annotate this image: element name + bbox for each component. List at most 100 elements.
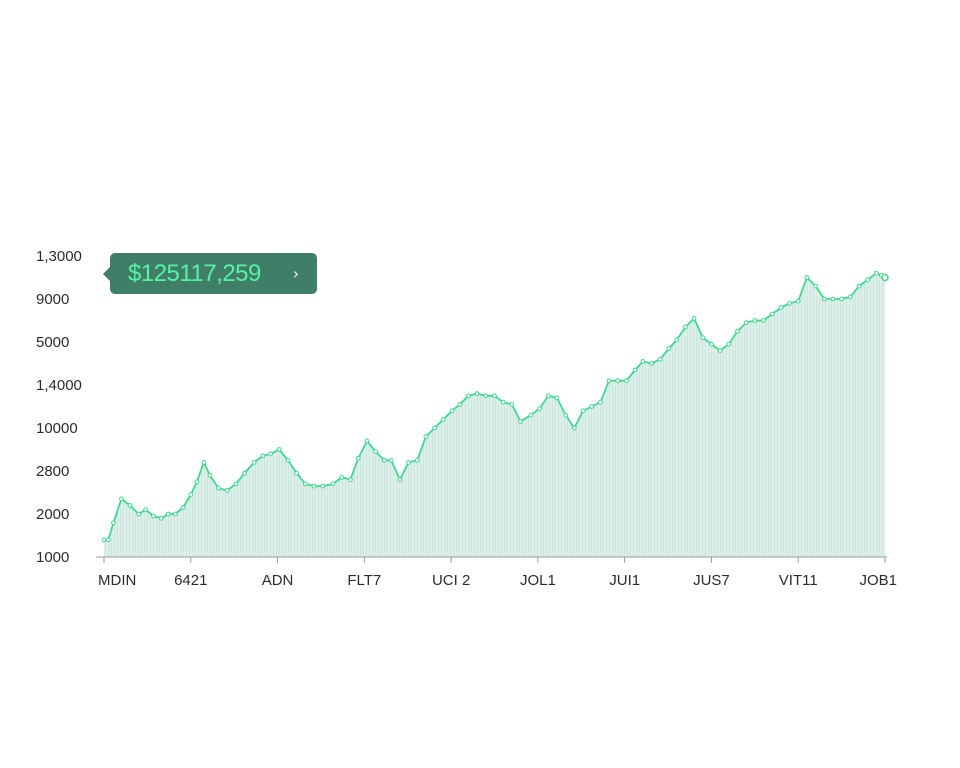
- x-tick-label: JUI1: [609, 572, 640, 589]
- data-point: [831, 297, 835, 301]
- data-point: [667, 347, 671, 351]
- x-tick-label: ADN: [262, 572, 294, 589]
- data-point: [546, 394, 550, 398]
- data-point: [616, 379, 620, 383]
- area-layer: [104, 273, 885, 557]
- data-point: [590, 405, 594, 409]
- data-point: [658, 357, 662, 361]
- data-point: [441, 418, 445, 422]
- data-point: [572, 426, 576, 430]
- data-point: [684, 325, 688, 329]
- x-tick-label: JOL1: [520, 572, 556, 589]
- data-point: [398, 478, 402, 482]
- data-point: [814, 284, 818, 288]
- data-point: [303, 482, 307, 486]
- data-point: [128, 504, 132, 508]
- data-point: [467, 394, 471, 398]
- data-point: [736, 329, 740, 333]
- data-point: [340, 476, 344, 480]
- data-point: [633, 368, 637, 372]
- data-point: [581, 409, 585, 413]
- data-point: [779, 306, 783, 310]
- data-point: [484, 394, 488, 398]
- value-tooltip[interactable]: $125117,259 ›: [110, 253, 317, 294]
- y-tick-label: 2800: [36, 463, 69, 480]
- data-point: [189, 493, 193, 497]
- data-point: [173, 512, 177, 516]
- data-point: [770, 312, 774, 316]
- x-tick-label: FLT7: [347, 572, 381, 589]
- data-point: [753, 319, 757, 323]
- y-tick-label: 1,3000: [36, 248, 82, 265]
- y-tick-label: 5000: [36, 334, 69, 351]
- data-point: [564, 413, 568, 417]
- data-point: [788, 301, 792, 305]
- data-point: [252, 461, 256, 465]
- data-point: [217, 486, 221, 490]
- data-point: [269, 452, 273, 456]
- data-point: [599, 400, 603, 404]
- y-tick-label: 10000: [36, 420, 78, 437]
- x-tick-label: JUS7: [693, 572, 730, 589]
- data-point: [519, 420, 523, 424]
- data-point: [144, 508, 148, 512]
- area-fill: [104, 273, 885, 557]
- data-point: [106, 538, 110, 542]
- data-point: [331, 482, 335, 486]
- data-point: [625, 379, 629, 383]
- data-point: [701, 336, 705, 340]
- data-point: [475, 392, 479, 396]
- data-point: [857, 284, 861, 288]
- x-axis: [96, 557, 887, 563]
- chevron-right-icon[interactable]: ›: [293, 266, 299, 282]
- x-tick-label: UCI 2: [432, 572, 470, 589]
- data-point: [120, 497, 124, 501]
- data-point: [321, 484, 325, 488]
- data-point: [675, 338, 679, 342]
- x-tick-label: MDIN: [98, 572, 136, 589]
- data-point: [166, 512, 170, 516]
- data-point: [349, 478, 353, 482]
- data-point: [424, 435, 428, 439]
- data-point: [607, 379, 611, 383]
- data-point: [641, 360, 645, 364]
- data-point: [555, 396, 559, 400]
- data-point: [243, 471, 247, 475]
- data-point: [407, 461, 411, 465]
- data-point: [112, 521, 116, 525]
- data-point: [365, 439, 369, 443]
- data-point: [312, 484, 316, 488]
- y-tick-label: 1000: [36, 549, 69, 566]
- data-point: [225, 489, 229, 493]
- data-point: [822, 297, 826, 301]
- y-tick-label: 9000: [36, 291, 69, 308]
- data-point: [374, 450, 378, 454]
- data-point: [286, 458, 290, 462]
- data-point: [744, 321, 748, 325]
- x-tick-label: VIT11: [779, 572, 818, 589]
- data-point: [866, 278, 870, 282]
- data-point: [538, 407, 542, 411]
- data-point: [529, 413, 533, 417]
- data-point: [208, 473, 212, 477]
- data-point: [692, 317, 696, 321]
- y-tick-label: 1,4000: [36, 377, 82, 394]
- data-point: [415, 458, 419, 462]
- data-point: [458, 403, 462, 407]
- data-point: [152, 514, 156, 518]
- data-point: [450, 409, 454, 413]
- data-point: [181, 506, 185, 510]
- tooltip-value: $125117,259: [128, 260, 293, 288]
- data-point: [102, 538, 106, 542]
- data-point: [501, 400, 505, 404]
- data-point: [137, 512, 141, 516]
- x-tick-label: JOB1: [859, 572, 897, 589]
- data-point: [195, 480, 199, 484]
- data-point: [261, 454, 265, 458]
- data-point: [762, 319, 766, 323]
- x-tick-label: 6421: [174, 572, 207, 589]
- data-point: [840, 297, 844, 301]
- data-point: [710, 342, 714, 346]
